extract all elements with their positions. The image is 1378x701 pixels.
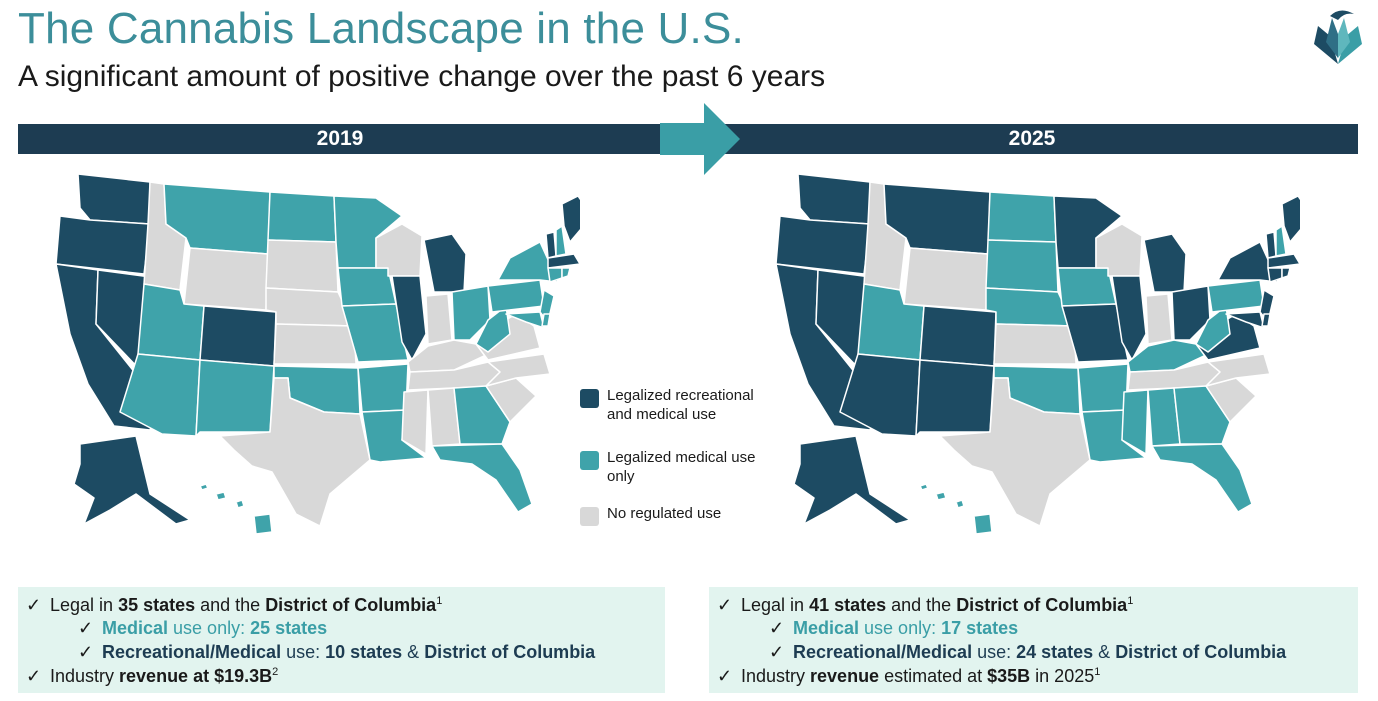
state-ma-2019 <box>547 253 580 269</box>
summary-2019-medical: ✓ Medical use only: 25 states <box>78 618 328 638</box>
state-fl-2025 <box>1151 443 1253 513</box>
state-ri-2025 <box>1281 267 1291 279</box>
state-pa-2019 <box>487 279 545 313</box>
state-nm-2019 <box>195 359 275 437</box>
summary-box-2025: ✓ Legal in 41 states and the District of … <box>709 587 1358 693</box>
state-wy-2019 <box>183 247 269 311</box>
state-me-2025 <box>1281 195 1300 243</box>
state-sd-2019 <box>265 239 339 293</box>
check-icon: ✓ <box>769 618 785 638</box>
timeline-bar-2019: 2019 <box>18 124 662 154</box>
state-ar-2019 <box>357 363 409 413</box>
summary-2025-medical: ✓ Medical use only: 17 states <box>769 618 1019 638</box>
state-oh-2025 <box>1171 285 1211 341</box>
state-mo-2025 <box>1061 303 1129 363</box>
legend-item-none: No regulated use <box>580 504 757 526</box>
state-co-2025 <box>919 305 997 367</box>
timeline-bar-2025: 2025 <box>706 124 1358 154</box>
state-ga-2019 <box>453 385 511 445</box>
state-sd-2025 <box>985 239 1059 293</box>
state-ks-2025 <box>993 323 1077 365</box>
state-co-2019 <box>199 305 277 367</box>
legend-label-none: No regulated use <box>607 505 722 522</box>
arrow-right-icon <box>660 103 740 175</box>
state-il-2019 <box>391 275 427 361</box>
legend-swatch-medical <box>580 451 599 470</box>
summary-2025-legal: ✓ Legal in 41 states and the District of … <box>717 595 1134 615</box>
state-ms-2025 <box>1121 389 1149 455</box>
state-ga-2025 <box>1173 385 1231 445</box>
state-tx-2025 <box>939 377 1091 527</box>
state-nh-2019 <box>555 225 567 257</box>
state-wa-2025 <box>797 173 871 225</box>
state-nc-2025 <box>1205 353 1271 387</box>
state-ks-2019 <box>273 323 357 365</box>
state-pa-2025 <box>1207 279 1265 313</box>
state-tx-2019 <box>219 377 371 527</box>
state-in-2025 <box>1145 293 1173 345</box>
state-ar-2025 <box>1077 363 1129 413</box>
check-icon: ✓ <box>717 595 733 615</box>
state-az-2025 <box>839 353 921 437</box>
check-icon: ✓ <box>26 595 42 615</box>
legend-label-medical: Legalized medical use only <box>607 449 756 485</box>
state-ct-2025 <box>1267 267 1283 283</box>
state-ct-2019 <box>547 267 563 283</box>
page-subtitle: A significant amount of positive change … <box>18 60 826 93</box>
state-nd-2019 <box>267 191 337 243</box>
us-map-2019 <box>55 173 580 535</box>
state-me-2019 <box>561 195 580 243</box>
check-icon: ✓ <box>78 618 94 638</box>
check-icon: ✓ <box>26 666 42 686</box>
state-ma-2025 <box>1267 253 1300 269</box>
state-wa-2019 <box>77 173 151 225</box>
state-az-2019 <box>119 353 201 437</box>
state-mo-2019 <box>341 303 409 363</box>
summary-2025-revenue: ✓ Industry revenue estimated at $35B in 2… <box>717 666 1101 686</box>
check-icon: ✓ <box>717 666 733 686</box>
page-title: The Cannabis Landscape in the U.S. <box>18 4 744 53</box>
state-nc-2019 <box>485 353 551 387</box>
check-icon: ✓ <box>78 642 94 662</box>
state-de-2025 <box>1261 313 1271 327</box>
state-ri-2019 <box>561 267 571 279</box>
state-il-2025 <box>1111 275 1147 361</box>
us-map-2025 <box>775 173 1300 535</box>
state-mi-2019 <box>423 233 467 293</box>
summary-2019-legal: ✓ Legal in 35 states and the District of … <box>26 595 443 615</box>
summary-box-2019: ✓ Legal in 35 states and the District of … <box>18 587 665 693</box>
legend-swatch-none <box>580 507 599 526</box>
state-mi-2025 <box>1143 233 1187 293</box>
state-ak-2019 <box>73 435 191 525</box>
state-de-2019 <box>541 313 551 327</box>
state-nh-2025 <box>1275 225 1287 257</box>
check-icon: ✓ <box>769 642 785 662</box>
state-in-2019 <box>425 293 453 345</box>
state-nd-2025 <box>987 191 1057 243</box>
state-ms-2019 <box>401 389 429 455</box>
state-md-2025 <box>1225 311 1265 329</box>
legend-label-recreational: Legalized recreational and medical use <box>607 387 754 423</box>
state-nm-2025 <box>915 359 995 437</box>
company-logo <box>1314 10 1362 64</box>
state-hi-2025 <box>919 483 993 535</box>
state-hi-2019 <box>199 483 273 535</box>
state-vt-2019 <box>545 231 557 259</box>
summary-2019-revenue: ✓ Industry revenue at $19.3B2 <box>26 666 279 686</box>
state-oh-2019 <box>451 285 491 341</box>
legend-item-medical: Legalized medical use only <box>580 448 757 486</box>
state-ak-2025 <box>793 435 911 525</box>
legend-swatch-recreational <box>580 389 599 408</box>
state-fl-2019 <box>431 443 533 513</box>
state-md-2019 <box>505 311 545 329</box>
state-wy-2025 <box>903 247 989 311</box>
summary-2019-recreational: ✓ Recreational/Medical use: 10 states & D… <box>78 642 596 662</box>
legend-item-recreational: Legalized recreational and medical use <box>580 386 757 424</box>
summary-2025-recreational: ✓ Recreational/Medical use: 24 states & D… <box>769 642 1287 662</box>
state-vt-2025 <box>1265 231 1277 259</box>
